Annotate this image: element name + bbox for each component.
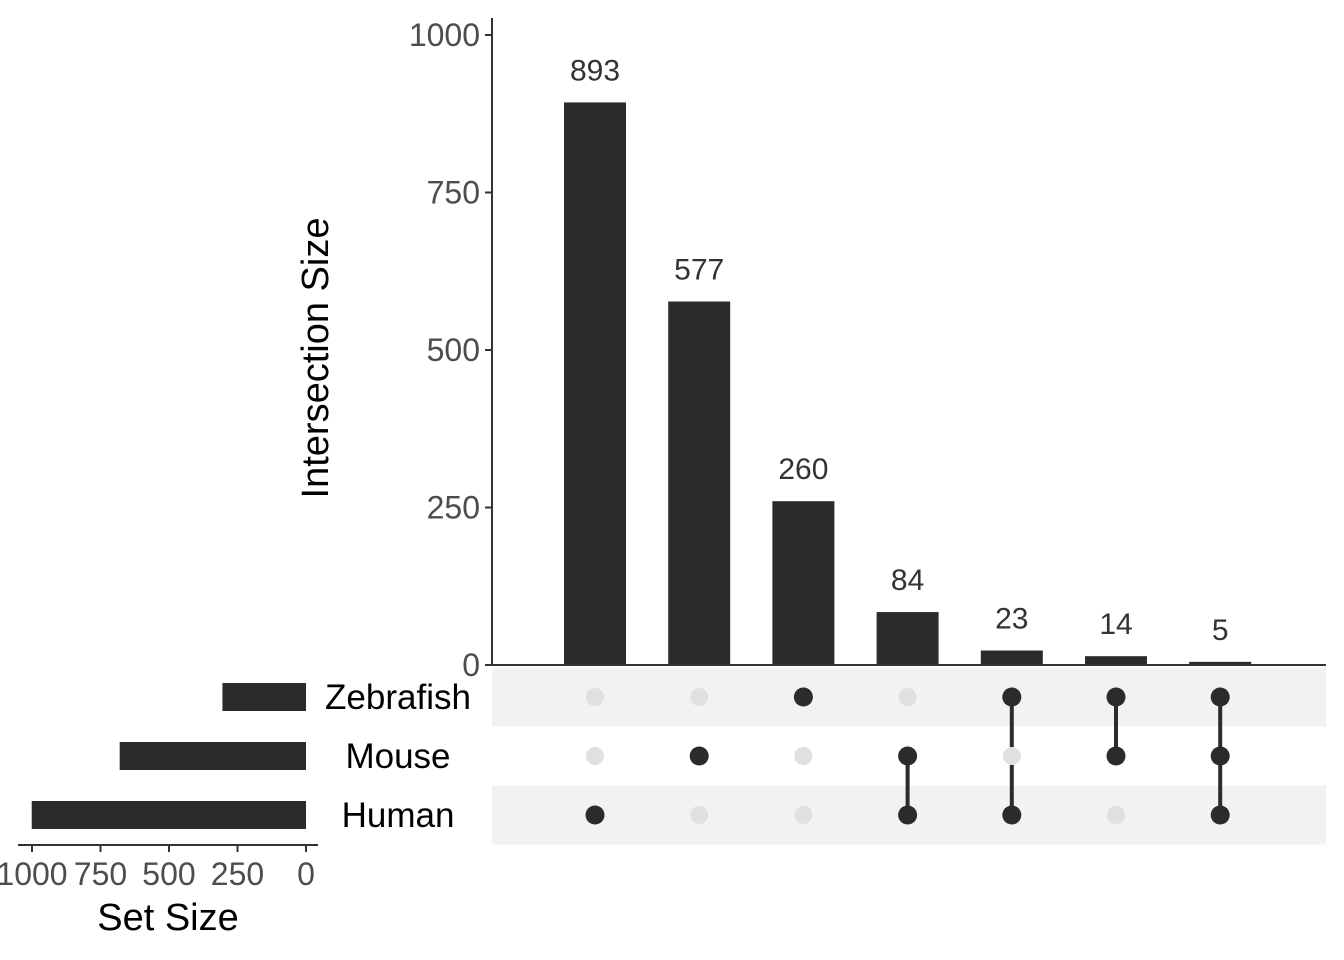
- intersection-bar: [564, 102, 626, 665]
- y-tick-label: 250: [427, 490, 480, 526]
- matrix-dot-inactive: [794, 806, 813, 824]
- set-size-tick-label: 750: [74, 856, 127, 892]
- y-tick-label: 750: [427, 175, 480, 211]
- set-size-bar: [119, 742, 307, 770]
- set-size-tick-label: 500: [142, 856, 195, 892]
- bar-value-label: 23: [995, 603, 1028, 636]
- matrix-dot-inactive: [690, 688, 709, 706]
- bar-value-label: 84: [891, 564, 924, 597]
- matrix-dot-inactive: [1002, 747, 1021, 765]
- set-name-label: Mouse: [345, 737, 450, 776]
- matrix-dot-active: [1002, 805, 1022, 825]
- matrix-dot-inactive: [1107, 806, 1125, 824]
- intersection-bars: 893 577 260 84 23 14 5: [564, 54, 1252, 665]
- bar-value-label: 893: [570, 54, 620, 87]
- intersection-size-axis: 0 250 500 750 1000: [409, 17, 1326, 683]
- bar-value-label: 260: [778, 453, 828, 486]
- set-size-bar: [31, 801, 306, 829]
- matrix-dot-inactive: [586, 747, 604, 765]
- intersection-bar: [668, 301, 731, 665]
- matrix-dot-active: [1106, 687, 1126, 707]
- set-size-bar: [222, 683, 306, 711]
- y-tick-label: 0: [462, 647, 480, 683]
- matrix-dot-active: [585, 805, 605, 825]
- set-name-label: Human: [342, 796, 455, 835]
- matrix-dot-inactive: [794, 747, 813, 765]
- matrix-dot-active: [1210, 805, 1230, 825]
- y-tick-label: 500: [427, 332, 480, 368]
- matrix-dot-active: [898, 746, 918, 766]
- set-size-axis-title: Set Size: [97, 897, 239, 939]
- intersection-bar: [1189, 661, 1252, 665]
- set-size-tick-label: 250: [211, 856, 264, 892]
- intersection-size-axis-title: Intersection Size: [295, 218, 337, 499]
- set-name-label: Zebrafish: [325, 678, 471, 717]
- intersection-bar: [1085, 656, 1147, 665]
- bar-value-label: 5: [1212, 614, 1229, 647]
- set-size-tick-label: 1000: [0, 856, 68, 892]
- y-tick-label: 1000: [409, 17, 480, 53]
- matrix-dot-active: [1210, 746, 1230, 766]
- matrix-dot-active: [793, 687, 813, 707]
- matrix-dot-inactive: [898, 688, 917, 706]
- intersection-bar: [772, 501, 835, 665]
- membership-matrix: [585, 687, 1230, 825]
- matrix-dot-inactive: [586, 688, 604, 706]
- matrix-dot-inactive: [690, 806, 709, 824]
- bar-value-label: 14: [1099, 608, 1132, 641]
- intersection-bar: [980, 650, 1043, 665]
- matrix-dot-active: [1106, 746, 1126, 766]
- matrix-dot-active: [689, 746, 709, 766]
- matrix-dot-active: [898, 805, 918, 825]
- matrix-dot-active: [1002, 687, 1022, 707]
- bar-value-label: 577: [674, 253, 724, 286]
- set-size-panel: Zebrafish Mouse Human 1000 750 500 250 0: [0, 678, 471, 892]
- matrix-dot-active: [1210, 687, 1230, 707]
- intersection-bar: [876, 612, 939, 665]
- set-size-tick-label: 0: [297, 856, 315, 892]
